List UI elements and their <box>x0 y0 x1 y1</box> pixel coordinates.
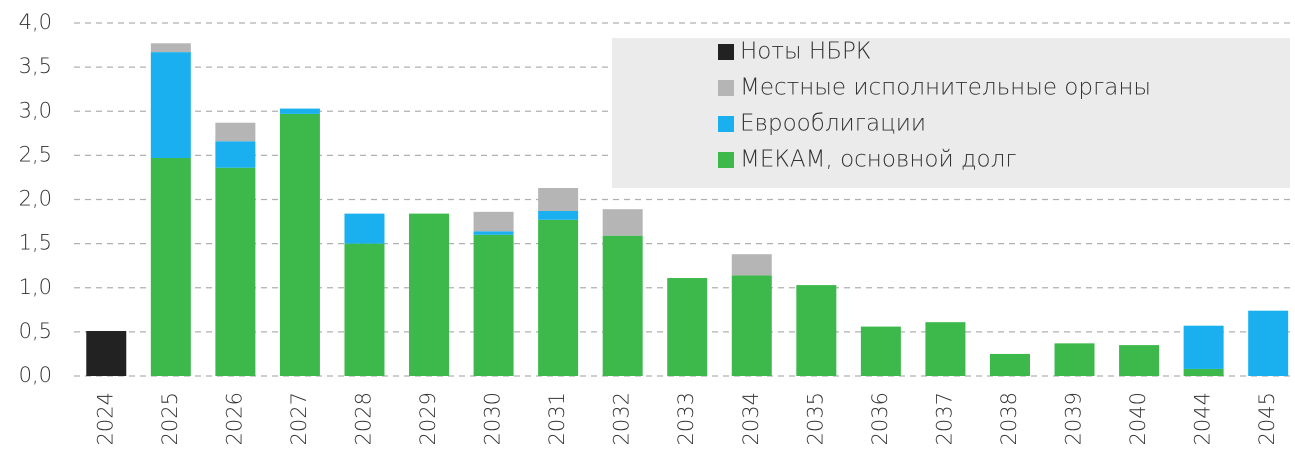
y-tick-label: 4,0 <box>19 10 52 34</box>
bar-segment <box>602 209 643 236</box>
x-tick-label: 2038 <box>997 392 1021 445</box>
labels: 0,0 0,5 1,0 1,5 2,0 2,5 3,0 3,5 4,0 2024 2025 2026 2… <box>19 10 1280 445</box>
y-tick-label: 0,5 <box>19 319 52 343</box>
legend: МЕКАМ, основной долг Еврооблигации Местные… <box>718 39 1151 173</box>
y-tick-label: 2,5 <box>19 142 52 166</box>
bar-segment <box>473 234 514 376</box>
x-tick-label: 2026 <box>222 392 246 445</box>
bar-segment <box>215 122 256 142</box>
bar-segment <box>538 210 579 220</box>
x-tick-label: 2031 <box>545 392 569 445</box>
bar-segment <box>279 108 320 114</box>
bar-segment <box>150 43 191 53</box>
bar-segment <box>409 213 450 376</box>
x-tick-label: 2025 <box>158 392 182 445</box>
bar-segment <box>150 158 191 376</box>
legend-label: Ноты НБРК <box>740 39 871 65</box>
bar-segment <box>1183 325 1224 369</box>
y-tick-label: 1,0 <box>19 275 52 299</box>
x-tick-label: 2024 <box>93 392 117 445</box>
x-tick-label: 2027 <box>287 392 311 445</box>
bar-segment <box>344 243 385 376</box>
legend-swatch <box>718 152 734 168</box>
bar-segment <box>1054 343 1095 376</box>
bar-segment <box>989 353 1030 376</box>
bar-segment <box>667 278 708 376</box>
bar-segment <box>538 219 579 376</box>
x-tick-label: 2033 <box>674 392 698 445</box>
bar-segment <box>473 231 514 235</box>
y-tick-label: 3,5 <box>19 54 52 78</box>
bar-segment <box>860 326 901 376</box>
bar-segment <box>602 235 643 376</box>
legend-label: МЕКАМ, основной долг <box>740 147 1017 173</box>
bar-segment <box>473 211 514 232</box>
y-tick-label: 0,0 <box>19 363 52 387</box>
bar-segment <box>86 330 127 376</box>
x-tick-label: 2028 <box>351 392 375 445</box>
bar-segment <box>731 254 772 276</box>
legend-swatch <box>718 80 734 96</box>
y-tick-label: 3,0 <box>19 98 52 122</box>
bar-segment <box>1183 368 1224 376</box>
bar-segment <box>215 167 256 376</box>
x-tick-label: 2039 <box>1062 392 1086 445</box>
x-tick-label: 2036 <box>868 392 892 445</box>
bar-segment <box>925 322 966 376</box>
x-tick-label: 2034 <box>739 392 763 445</box>
x-tick-label: 2032 <box>610 392 634 445</box>
legend-label: Еврооблигации <box>740 111 926 137</box>
y-tick-label: 2,0 <box>19 187 52 211</box>
bar-segment <box>215 141 256 168</box>
x-tick-label: 2045 <box>1255 392 1279 445</box>
bar-segment <box>796 285 837 376</box>
x-tick-label: 2029 <box>416 392 440 445</box>
x-tick-label: 2035 <box>803 392 827 445</box>
x-tick-label: 2044 <box>1191 392 1215 445</box>
bar-segment <box>344 213 385 244</box>
x-tick-label: 2037 <box>932 392 956 445</box>
x-tick-label: 2030 <box>481 392 505 445</box>
legend-swatch <box>718 44 734 60</box>
bar-segment <box>1248 310 1289 376</box>
bar-segment <box>731 275 772 376</box>
legend-label: Местные исполнительные органы <box>740 75 1151 101</box>
y-tick-label: 1,5 <box>19 231 52 255</box>
bar-segment <box>1119 345 1160 376</box>
bar-segment <box>150 52 191 159</box>
bars <box>86 43 1289 377</box>
legend-swatch <box>718 116 734 132</box>
x-tick-label: 2040 <box>1126 392 1150 445</box>
bar-segment <box>279 113 320 377</box>
bar-segment <box>538 188 579 211</box>
